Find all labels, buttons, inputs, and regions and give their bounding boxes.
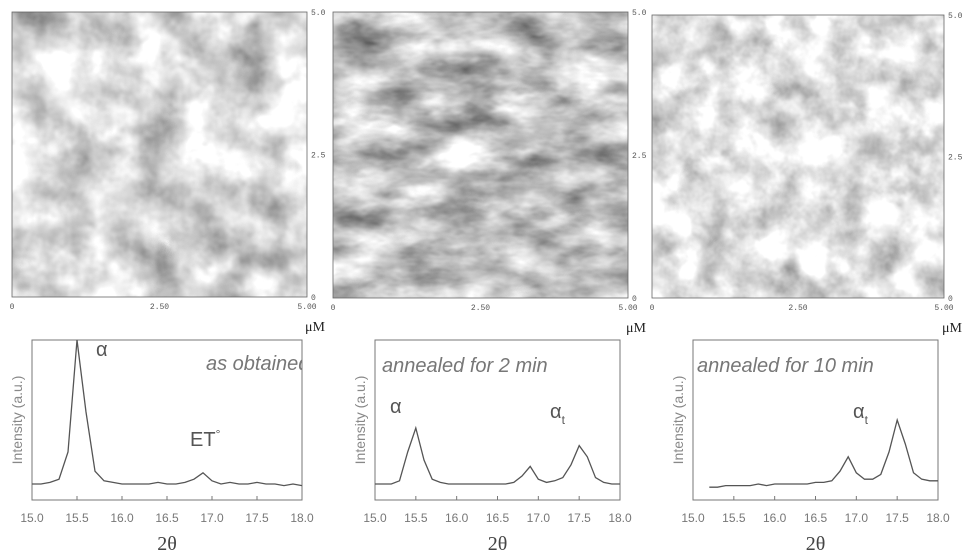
peak-annotation: ET° — [190, 427, 221, 451]
plot-title: as obtained — [206, 353, 310, 375]
x-tick-label: 0 — [331, 304, 336, 313]
x-tick-label: 5.00 — [934, 304, 953, 313]
x-tick-label: 15.0 — [20, 511, 44, 525]
x-tick-label: 2.50 — [150, 303, 169, 312]
peak-annotation: α — [390, 396, 402, 418]
x-tick-label: 2.50 — [788, 304, 807, 313]
x-tick-label: 15.0 — [681, 511, 705, 525]
annotation-sub: t — [865, 413, 869, 427]
annotation-sup: ° — [216, 427, 221, 441]
annotation-text: α — [550, 401, 562, 423]
x-tick-label: 15.5 — [404, 511, 428, 525]
y-axis-label: Intensity (a.u.) — [9, 376, 25, 465]
unit-label: μM — [305, 320, 326, 335]
afm-image — [333, 12, 628, 298]
x-tick-label: 17.0 — [845, 511, 869, 525]
x-axis-label: 2θ — [806, 533, 826, 555]
xrd-line — [709, 417, 938, 488]
x-tick-label: 15.0 — [363, 511, 387, 525]
x-tick-label: 17.5 — [885, 511, 909, 525]
unit-label: μM — [942, 321, 963, 336]
annotation-text: ET — [190, 429, 216, 451]
x-tick-label: 17.5 — [567, 511, 591, 525]
x-tick-label: 0 — [10, 303, 15, 312]
x-tick-label: 17.0 — [527, 511, 551, 525]
x-tick-label: 2.50 — [471, 304, 490, 313]
x-axis-label: 2θ — [157, 533, 177, 555]
y-tick-label: 5.0 — [948, 12, 963, 21]
y-tick-label: 5.0 — [632, 9, 647, 18]
x-tick-label: 16.0 — [110, 511, 134, 525]
peak-annotation: αt — [853, 401, 869, 427]
unit-label: μM — [626, 321, 647, 336]
y-tick-label: 2.5 — [948, 154, 963, 163]
x-tick-label: 15.5 — [722, 511, 746, 525]
afm-frame — [651, 14, 945, 299]
y-tick-label: 0 — [311, 294, 316, 303]
afm-image — [652, 15, 944, 298]
afm-image — [12, 12, 307, 297]
x-tick-label: 16.0 — [445, 511, 469, 525]
x-tick-label: 0 — [650, 304, 655, 313]
peak-annotation: αt — [550, 401, 566, 427]
y-axis-label: Intensity (a.u.) — [352, 376, 368, 465]
y-tick-label: 0 — [948, 295, 953, 304]
peak-annotation: α — [96, 339, 108, 361]
x-tick-label: 18.0 — [926, 511, 950, 525]
x-tick-label: 16.0 — [763, 511, 787, 525]
y-tick-label: 0 — [632, 295, 637, 304]
x-tick-label: 17.5 — [245, 511, 269, 525]
x-tick-label: 5.00 — [618, 304, 637, 313]
plot-title: annealed for 2 min — [382, 355, 548, 377]
y-axis-label: Intensity (a.u.) — [670, 376, 686, 465]
xrd-line — [32, 339, 303, 487]
afm-frame — [11, 11, 308, 298]
afm-frame — [332, 11, 629, 299]
annotation-text: α — [96, 339, 108, 361]
x-tick-label: 16.5 — [804, 511, 828, 525]
y-tick-label: 2.5 — [311, 152, 326, 161]
xrd-line — [375, 425, 620, 485]
y-tick-label: 2.5 — [632, 152, 647, 161]
x-tick-label: 15.5 — [65, 511, 89, 525]
plot-title: annealed for 10 min — [697, 355, 874, 377]
x-tick-label: 18.0 — [290, 511, 314, 525]
annotation-sub: t — [562, 413, 566, 427]
y-tick-label: 5.0 — [311, 9, 326, 18]
x-tick-label: 16.5 — [486, 511, 510, 525]
annotation-text: α — [390, 396, 402, 418]
x-tick-label: 18.0 — [608, 511, 632, 525]
x-axis-label: 2θ — [488, 533, 508, 555]
x-tick-label: 16.5 — [155, 511, 179, 525]
x-tick-label: 5.00 — [297, 303, 316, 312]
annotation-text: α — [853, 401, 865, 423]
x-tick-label: 17.0 — [200, 511, 224, 525]
